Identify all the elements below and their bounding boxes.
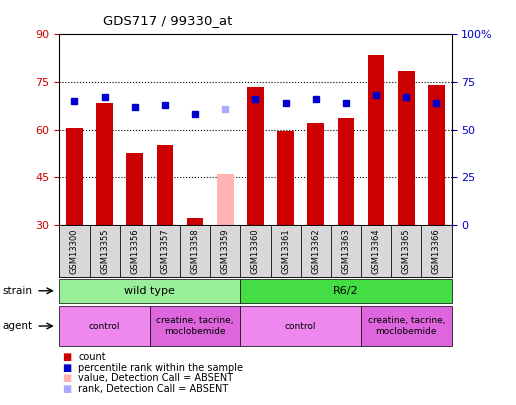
Text: GSM13361: GSM13361 <box>281 228 290 274</box>
Text: GSM13362: GSM13362 <box>311 228 320 274</box>
Text: count: count <box>78 352 106 362</box>
Text: agent: agent <box>3 321 33 331</box>
Text: rank, Detection Call = ABSENT: rank, Detection Call = ABSENT <box>78 384 229 394</box>
Bar <box>277 131 294 225</box>
Text: ■: ■ <box>62 384 71 394</box>
Text: GSM13357: GSM13357 <box>160 228 169 274</box>
Text: GSM13365: GSM13365 <box>402 228 411 274</box>
Text: control: control <box>89 322 120 330</box>
Bar <box>217 174 234 225</box>
Bar <box>308 123 324 225</box>
Bar <box>96 102 113 225</box>
Text: percentile rank within the sample: percentile rank within the sample <box>78 363 244 373</box>
Text: GSM13360: GSM13360 <box>251 228 260 274</box>
Text: GSM13363: GSM13363 <box>342 228 350 274</box>
Text: GDS717 / 99330_at: GDS717 / 99330_at <box>103 14 233 27</box>
Text: strain: strain <box>3 286 33 296</box>
Text: GSM13364: GSM13364 <box>372 228 381 274</box>
Text: GSM13358: GSM13358 <box>190 228 200 274</box>
Text: creatine, tacrine,
moclobemide: creatine, tacrine, moclobemide <box>367 316 445 336</box>
Text: ■: ■ <box>62 363 71 373</box>
Text: GSM13300: GSM13300 <box>70 228 79 274</box>
Bar <box>368 55 384 225</box>
Text: ■: ■ <box>62 352 71 362</box>
Bar <box>126 153 143 225</box>
Text: GSM13359: GSM13359 <box>221 228 230 274</box>
Text: GSM13355: GSM13355 <box>100 228 109 274</box>
Text: R6/2: R6/2 <box>333 286 359 296</box>
Text: wild type: wild type <box>124 286 175 296</box>
Text: GSM13366: GSM13366 <box>432 228 441 274</box>
Text: control: control <box>285 322 316 330</box>
Bar <box>157 145 173 225</box>
Bar <box>337 119 354 225</box>
Bar <box>398 71 414 225</box>
Text: GSM13356: GSM13356 <box>130 228 139 274</box>
Bar <box>187 218 203 225</box>
Bar <box>247 87 264 225</box>
Text: value, Detection Call = ABSENT: value, Detection Call = ABSENT <box>78 373 234 383</box>
Bar <box>66 128 83 225</box>
Text: ■: ■ <box>62 373 71 383</box>
Text: creatine, tacrine,
moclobemide: creatine, tacrine, moclobemide <box>156 316 234 336</box>
Bar <box>428 85 445 225</box>
